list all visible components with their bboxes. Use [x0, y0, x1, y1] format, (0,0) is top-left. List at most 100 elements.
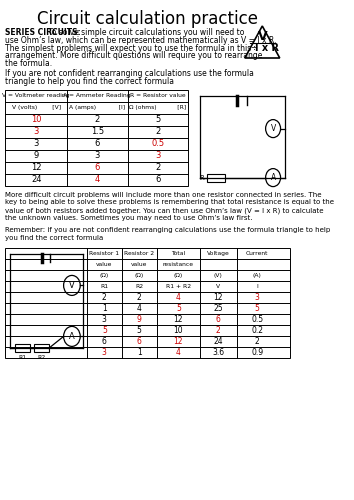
- Text: 12: 12: [173, 338, 183, 346]
- Text: 5: 5: [255, 304, 260, 314]
- Text: 25: 25: [213, 304, 223, 314]
- Text: 6: 6: [155, 175, 161, 184]
- Text: 6: 6: [137, 338, 142, 346]
- Text: 9: 9: [34, 151, 39, 160]
- Text: R2: R2: [37, 355, 45, 360]
- Text: A = Ammeter Reading: A = Ammeter Reading: [63, 93, 131, 98]
- Text: SERIES CIRCUITS:: SERIES CIRCUITS:: [5, 28, 81, 37]
- Text: V (volts)        [V]: V (volts) [V]: [12, 105, 61, 110]
- Text: 6: 6: [95, 163, 100, 172]
- Text: the formula.: the formula.: [5, 59, 52, 68]
- Text: 6: 6: [102, 338, 107, 346]
- Text: R1: R1: [18, 355, 26, 360]
- Text: 1: 1: [102, 304, 107, 314]
- Text: V: V: [270, 124, 276, 133]
- Text: 3: 3: [255, 294, 260, 302]
- Text: 5: 5: [176, 304, 181, 314]
- Text: 1: 1: [137, 348, 142, 358]
- Text: R1 + R2: R1 + R2: [166, 284, 191, 290]
- Text: R: R: [199, 174, 204, 180]
- Text: (A): (A): [253, 274, 262, 278]
- Text: 6: 6: [95, 139, 100, 148]
- Text: 3.6: 3.6: [212, 348, 224, 358]
- Text: Current: Current: [246, 252, 269, 256]
- Text: A (amps)            [I]: A (amps) [I]: [69, 105, 125, 110]
- Text: 2: 2: [102, 294, 107, 302]
- Text: R1: R1: [100, 284, 108, 290]
- Bar: [207, 174, 225, 182]
- Text: value: value: [131, 262, 147, 268]
- Bar: [5, 248, 290, 358]
- Text: 3: 3: [102, 316, 107, 324]
- Text: 4: 4: [137, 304, 142, 314]
- Text: you find the correct formula: you find the correct formula: [5, 234, 104, 240]
- Text: Ω (ohms)           [R]: Ω (ohms) [R]: [129, 105, 187, 110]
- Text: To solve simple circuit calculations you will need to: To solve simple circuit calculations you…: [46, 28, 245, 37]
- Text: 2: 2: [216, 326, 221, 336]
- Text: The simplest problems will expect you to use the formula in this: The simplest problems will expect you to…: [5, 44, 252, 52]
- Text: If you are not confident rearranging calculations use the formula: If you are not confident rearranging cal…: [5, 69, 254, 78]
- Text: 6: 6: [216, 316, 221, 324]
- Text: 2: 2: [155, 127, 161, 136]
- Text: 5: 5: [137, 326, 142, 336]
- Text: 12: 12: [173, 316, 183, 324]
- Bar: [5, 90, 188, 186]
- Text: I: I: [256, 284, 258, 290]
- Text: 3: 3: [34, 139, 39, 148]
- Text: (V): (V): [214, 274, 223, 278]
- Text: the unknown values. Sometimes you may need to use Ohm’s law first.: the unknown values. Sometimes you may ne…: [5, 215, 253, 221]
- Text: 5: 5: [155, 115, 161, 124]
- Text: 10: 10: [31, 115, 41, 124]
- Text: 3: 3: [102, 348, 107, 358]
- Text: 0.5: 0.5: [152, 139, 165, 148]
- Bar: [34, 344, 48, 352]
- Text: 0.9: 0.9: [251, 348, 263, 358]
- Text: 0.5: 0.5: [251, 316, 263, 324]
- Text: Circuit calculation practice: Circuit calculation practice: [37, 10, 258, 28]
- Text: A: A: [270, 173, 276, 182]
- Text: arrangement. More difficult questions will require you to rearrange: arrangement. More difficult questions wi…: [5, 52, 263, 60]
- Text: Total: Total: [171, 252, 185, 256]
- Text: 1.5: 1.5: [91, 127, 104, 136]
- Text: 2: 2: [137, 294, 142, 302]
- Bar: [15, 344, 29, 352]
- Text: use Ohm’s law, which can be represented mathematically as V = I x R.: use Ohm’s law, which can be represented …: [5, 36, 277, 45]
- Text: 5: 5: [102, 326, 107, 336]
- Text: value: value: [96, 262, 113, 268]
- Text: 24: 24: [31, 175, 41, 184]
- Text: 2: 2: [155, 163, 161, 172]
- Text: 2: 2: [95, 115, 100, 124]
- Text: 4: 4: [176, 348, 181, 358]
- Text: R = Resistor value: R = Resistor value: [130, 93, 186, 98]
- Text: resistance: resistance: [163, 262, 194, 268]
- Text: V: V: [216, 284, 220, 290]
- Text: Resistor 1: Resistor 1: [89, 252, 119, 256]
- Text: value of both resistors added together. You can then use Ohm’s law (V = I x R) t: value of both resistors added together. …: [5, 207, 324, 214]
- Text: 4: 4: [176, 294, 181, 302]
- Text: More difficult circuit problems will include more than one resistor connected in: More difficult circuit problems will inc…: [5, 192, 322, 198]
- Text: (Ω): (Ω): [174, 274, 183, 278]
- Text: 12: 12: [31, 163, 41, 172]
- Text: I x R: I x R: [255, 43, 279, 53]
- Text: Resistor 2: Resistor 2: [124, 252, 154, 256]
- Text: 3: 3: [34, 127, 39, 136]
- Text: 3: 3: [95, 151, 100, 160]
- Text: V: V: [257, 30, 267, 44]
- Text: A: A: [69, 332, 75, 341]
- Text: 0.2: 0.2: [251, 326, 263, 336]
- Text: 3: 3: [155, 151, 161, 160]
- Text: 10: 10: [173, 326, 183, 336]
- Text: triangle to help you find the correct formula: triangle to help you find the correct fo…: [5, 77, 175, 86]
- Text: Remember: if you are not confident rearranging calculations use the formula tria: Remember: if you are not confident rearr…: [5, 227, 331, 233]
- Text: 9: 9: [137, 316, 142, 324]
- Text: V: V: [69, 281, 75, 290]
- Text: V = Voltmeter reading: V = Voltmeter reading: [2, 93, 70, 98]
- Text: 24: 24: [213, 338, 223, 346]
- Text: 4: 4: [95, 175, 100, 184]
- Text: key to being able to solve these problems is remembering that total resistance i: key to being able to solve these problem…: [5, 200, 335, 205]
- Text: Voltage: Voltage: [207, 252, 230, 256]
- Text: (Ω): (Ω): [100, 274, 109, 278]
- Text: ÷: ÷: [251, 44, 257, 52]
- Text: R2: R2: [135, 284, 143, 290]
- Text: (Ω): (Ω): [135, 274, 144, 278]
